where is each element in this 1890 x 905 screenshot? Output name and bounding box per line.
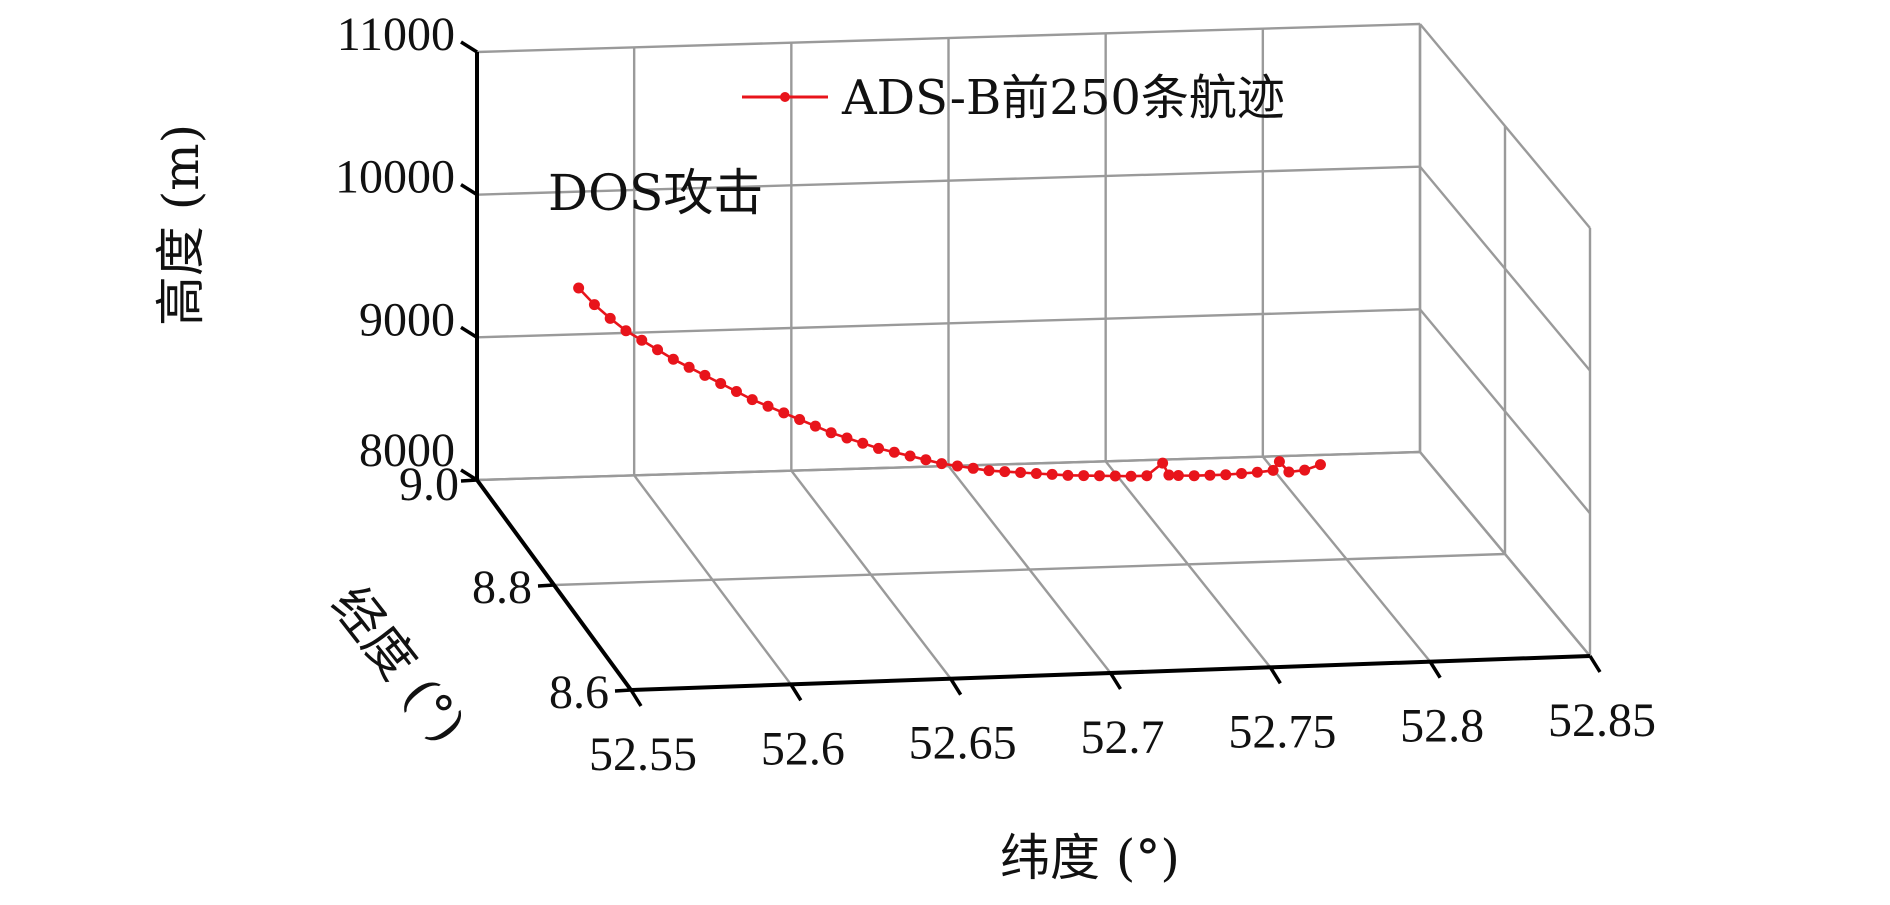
series-point-32 bbox=[1078, 470, 1090, 482]
series-point-12 bbox=[762, 400, 774, 412]
series-point-10 bbox=[730, 386, 742, 398]
z-tick-label: 11000 bbox=[337, 8, 455, 61]
x-tick-label: 52.65 bbox=[909, 717, 1017, 770]
x-tick-label: 52.8 bbox=[1400, 700, 1484, 753]
series-point-0 bbox=[573, 282, 585, 294]
series-point-45 bbox=[1267, 464, 1279, 476]
side-gridline-z-2 bbox=[1419, 165, 1591, 372]
series-point-49 bbox=[1314, 459, 1326, 471]
x-tick-1 bbox=[789, 683, 803, 702]
series-point-30 bbox=[1046, 468, 1058, 480]
y-tick-label: 8.8 bbox=[472, 561, 532, 614]
series-point-46 bbox=[1273, 456, 1285, 468]
x-tick-5 bbox=[1428, 660, 1442, 679]
series-point-1 bbox=[588, 299, 600, 311]
series-point-23 bbox=[936, 458, 948, 470]
series-point-21 bbox=[904, 450, 916, 462]
series-point-44 bbox=[1251, 466, 1263, 478]
series-point-43 bbox=[1236, 468, 1248, 480]
series-point-4 bbox=[636, 334, 648, 346]
back-gridline-z-3 bbox=[476, 22, 1421, 54]
series-point-48 bbox=[1299, 464, 1311, 476]
y-axis-title: 经度 (°) bbox=[320, 576, 476, 753]
x-tick-6 bbox=[1588, 655, 1602, 673]
x-tick-4 bbox=[1268, 666, 1282, 685]
legend: ADS-B前250条航迹 bbox=[742, 70, 1285, 126]
x-tick-label: 52.7 bbox=[1081, 711, 1165, 764]
z-tick-label: 9000 bbox=[359, 293, 455, 346]
z-tick-3 bbox=[460, 40, 478, 54]
side-gridline-z-0 bbox=[1419, 451, 1591, 657]
dos-attack-annotation: DOS攻击 bbox=[548, 164, 763, 222]
axis-layer bbox=[460, 40, 1602, 707]
series-layer bbox=[573, 282, 1326, 482]
series-point-29 bbox=[1030, 467, 1042, 479]
x-tick-2 bbox=[949, 677, 963, 696]
series-point-11 bbox=[746, 394, 758, 406]
series-point-20 bbox=[888, 446, 900, 458]
series-point-9 bbox=[715, 377, 727, 389]
side-gridline-z-1 bbox=[1419, 308, 1591, 515]
series-point-6 bbox=[667, 353, 679, 365]
series-point-26 bbox=[983, 465, 995, 477]
series-point-38 bbox=[1163, 469, 1175, 481]
z-tick-1 bbox=[460, 325, 478, 339]
z-axis-title: 高度 (m) bbox=[152, 124, 210, 326]
z-tick-label: 8000 bbox=[359, 424, 455, 477]
series-point-34 bbox=[1109, 470, 1121, 482]
series-point-33 bbox=[1093, 470, 1105, 482]
series-point-25 bbox=[967, 462, 979, 474]
series-point-15 bbox=[809, 420, 821, 432]
series-point-40 bbox=[1188, 470, 1200, 482]
x-tick-label: 52.55 bbox=[589, 728, 697, 781]
x-tick-label: 52.75 bbox=[1228, 705, 1336, 758]
series-point-16 bbox=[825, 427, 837, 439]
y-tick-label: 9.0 bbox=[399, 458, 459, 511]
series-point-35 bbox=[1125, 470, 1137, 482]
series-point-19 bbox=[873, 442, 885, 454]
back-gridline-z-2 bbox=[476, 165, 1421, 196]
y-tick-1 bbox=[537, 583, 555, 588]
back-gridline-z-1 bbox=[476, 308, 1421, 339]
side-gridline-z-3 bbox=[1419, 23, 1591, 229]
series-point-41 bbox=[1204, 469, 1216, 481]
series-point-17 bbox=[841, 432, 853, 444]
y-tick-0 bbox=[614, 688, 632, 693]
series-point-7 bbox=[683, 361, 695, 373]
series-point-47 bbox=[1283, 466, 1295, 478]
series-point-22 bbox=[920, 454, 932, 466]
series-point-8 bbox=[699, 369, 711, 381]
floor-gridline-y-1 bbox=[553, 552, 1506, 587]
series-point-18 bbox=[857, 437, 869, 449]
series-point-2 bbox=[604, 312, 616, 324]
series-point-31 bbox=[1062, 469, 1074, 481]
back-gridline-z-0 bbox=[476, 450, 1421, 482]
z-tick-2 bbox=[460, 183, 478, 197]
y-tick-label: 8.6 bbox=[549, 666, 609, 719]
grid-layer bbox=[475, 22, 1592, 692]
label-layer: 52.55 52.6 52.65 52.7 52.75 52.8 52.85 8.6 8.89.… bbox=[335, 8, 1656, 781]
z-tick-label: 10000 bbox=[335, 151, 455, 204]
x-tick-label: 52.85 bbox=[1548, 694, 1656, 747]
x-tick-0 bbox=[629, 689, 643, 707]
series-point-13 bbox=[778, 407, 790, 419]
series-point-5 bbox=[652, 344, 664, 356]
series-point-37 bbox=[1157, 457, 1169, 469]
x-tick-3 bbox=[1109, 672, 1122, 690]
series-point-36 bbox=[1141, 470, 1153, 482]
z-tick-0 bbox=[460, 468, 478, 482]
x-tick-label: 52.6 bbox=[761, 722, 845, 775]
series-point-27 bbox=[999, 466, 1011, 478]
series-point-39 bbox=[1172, 469, 1184, 481]
series-point-42 bbox=[1220, 469, 1232, 481]
series-point-14 bbox=[794, 414, 806, 426]
legend-series-label: ADS-B前250条航迹 bbox=[841, 70, 1285, 126]
series-point-28 bbox=[1015, 467, 1027, 479]
series-point-3 bbox=[620, 325, 632, 337]
legend-marker-swatch bbox=[780, 92, 790, 102]
series-point-24 bbox=[951, 460, 963, 472]
x-axis-title: 纬度 (°) bbox=[1000, 829, 1180, 887]
